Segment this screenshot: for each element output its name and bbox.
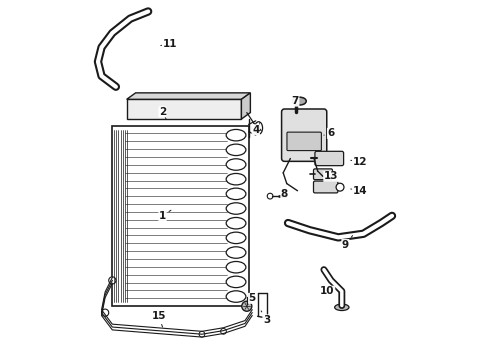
Polygon shape	[126, 99, 242, 119]
Text: 8: 8	[281, 189, 288, 199]
Text: 6: 6	[324, 129, 335, 138]
Text: 9: 9	[342, 235, 353, 249]
FancyBboxPatch shape	[314, 169, 333, 180]
Ellipse shape	[226, 247, 246, 258]
Ellipse shape	[255, 122, 263, 134]
Text: 11: 11	[161, 39, 177, 49]
Polygon shape	[126, 93, 250, 99]
Ellipse shape	[226, 144, 246, 156]
Text: 12: 12	[351, 157, 367, 167]
Text: 13: 13	[324, 171, 338, 181]
Text: 7: 7	[292, 96, 299, 106]
Circle shape	[199, 331, 205, 337]
Polygon shape	[242, 93, 250, 119]
Ellipse shape	[226, 130, 246, 141]
FancyBboxPatch shape	[287, 132, 321, 150]
Circle shape	[267, 193, 273, 199]
Text: 4: 4	[252, 125, 259, 135]
Ellipse shape	[293, 97, 306, 105]
Text: 14: 14	[351, 186, 367, 196]
FancyBboxPatch shape	[315, 151, 343, 166]
Ellipse shape	[226, 174, 246, 185]
Text: 15: 15	[152, 311, 166, 327]
Text: 10: 10	[320, 286, 335, 296]
Circle shape	[242, 301, 252, 311]
Circle shape	[220, 328, 226, 334]
Text: 3: 3	[261, 311, 270, 325]
Ellipse shape	[336, 183, 344, 191]
Ellipse shape	[226, 188, 246, 199]
Ellipse shape	[226, 232, 246, 244]
Circle shape	[101, 309, 109, 316]
Text: 2: 2	[159, 107, 166, 119]
Ellipse shape	[226, 291, 246, 302]
Text: 5: 5	[248, 293, 256, 303]
Ellipse shape	[335, 304, 349, 311]
Text: 1: 1	[159, 210, 171, 221]
FancyBboxPatch shape	[282, 109, 327, 161]
Ellipse shape	[226, 276, 246, 288]
Ellipse shape	[226, 159, 246, 170]
Ellipse shape	[226, 217, 246, 229]
Circle shape	[109, 277, 116, 284]
Ellipse shape	[226, 261, 246, 273]
FancyBboxPatch shape	[314, 181, 338, 193]
Ellipse shape	[226, 203, 246, 214]
